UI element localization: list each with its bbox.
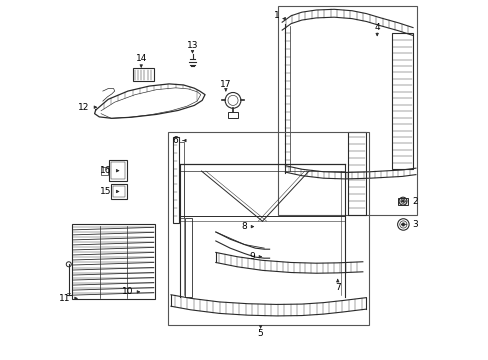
Bar bbox=[111, 162, 124, 179]
Bar bbox=[109, 160, 126, 181]
Text: 8: 8 bbox=[241, 222, 247, 231]
Text: 10: 10 bbox=[122, 287, 133, 296]
Bar bbox=[227, 112, 238, 118]
Text: 13: 13 bbox=[186, 41, 198, 50]
Text: 16: 16 bbox=[100, 166, 112, 175]
Bar bbox=[132, 68, 154, 81]
Bar bbox=[111, 184, 127, 199]
Circle shape bbox=[401, 223, 405, 226]
Bar bbox=[278, 6, 416, 215]
Text: 4: 4 bbox=[374, 23, 379, 32]
Bar bbox=[347, 132, 366, 215]
Text: 1: 1 bbox=[273, 11, 279, 20]
Text: 14: 14 bbox=[135, 54, 146, 63]
Text: 12: 12 bbox=[78, 103, 89, 112]
Text: 17: 17 bbox=[220, 80, 231, 89]
Text: 5: 5 bbox=[257, 329, 263, 338]
Text: 9: 9 bbox=[249, 252, 255, 261]
Text: 11: 11 bbox=[59, 294, 70, 303]
Text: 7: 7 bbox=[334, 283, 340, 292]
Bar bbox=[101, 167, 107, 175]
Text: 3: 3 bbox=[411, 220, 417, 229]
Bar bbox=[185, 218, 191, 297]
Bar bbox=[397, 198, 407, 205]
Bar bbox=[113, 186, 125, 197]
Text: 6: 6 bbox=[172, 136, 178, 145]
Bar bbox=[167, 132, 368, 324]
Bar bbox=[179, 142, 183, 218]
Text: 2: 2 bbox=[411, 197, 417, 206]
Text: 15: 15 bbox=[100, 187, 112, 196]
Bar bbox=[72, 224, 155, 300]
Bar bbox=[391, 33, 412, 169]
Bar bbox=[172, 137, 178, 223]
